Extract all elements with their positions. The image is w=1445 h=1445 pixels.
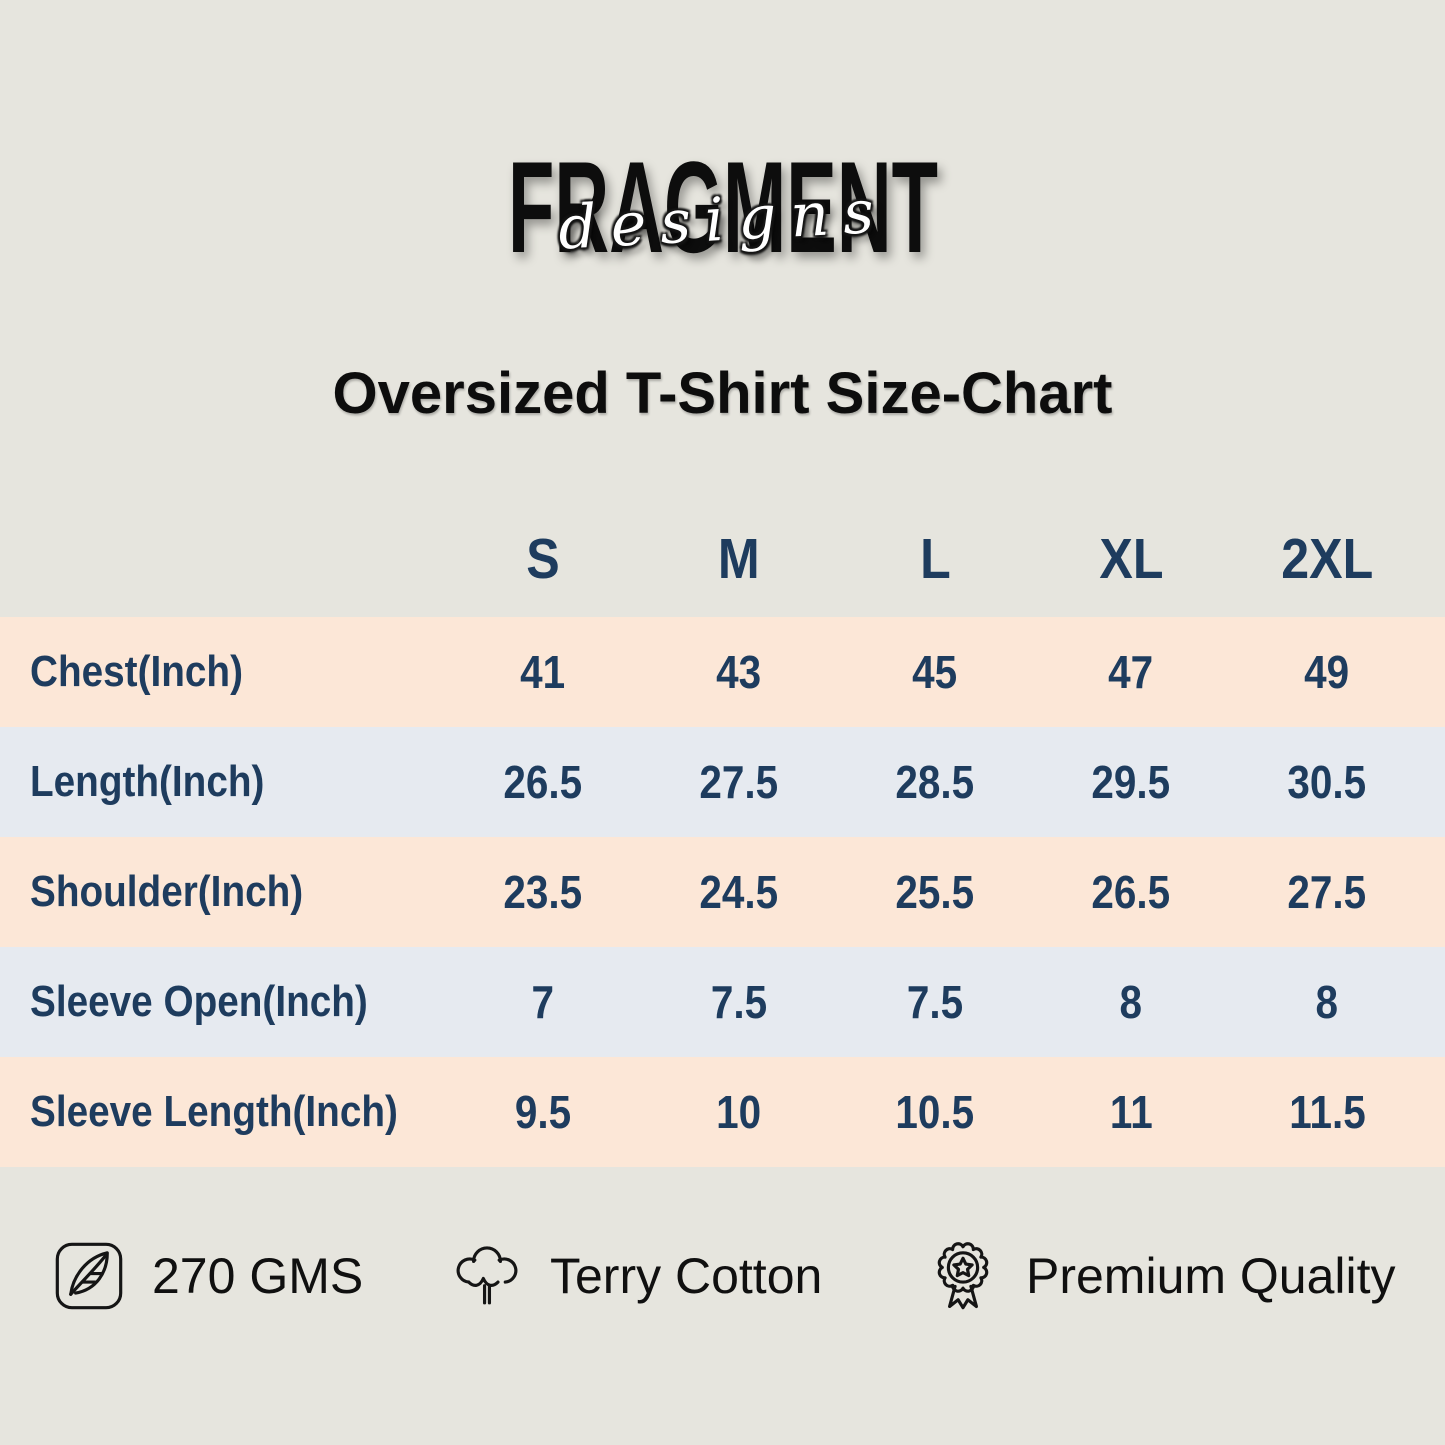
cell-value: 27.5 — [1287, 866, 1367, 918]
column-header-xl: XL — [1098, 526, 1164, 591]
feature-weight: 270 GMS — [50, 1233, 363, 1319]
table-row-shoulder: Shoulder(Inch) 23.5 24.5 25.5 26.5 27.5 — [0, 837, 1445, 947]
cell-value: 8 — [1315, 976, 1339, 1028]
brand-name-text: FRAGMENT — [508, 138, 938, 268]
cell-value: 10 — [716, 1086, 762, 1138]
cell-value: 49 — [1304, 646, 1350, 698]
feature-quality: Premium Quality — [924, 1233, 1396, 1319]
cell-value: 10.5 — [895, 1086, 975, 1138]
cell-value: 25.5 — [895, 866, 975, 918]
cell-value: 9.5 — [514, 1086, 572, 1138]
cell-value: 29.5 — [1091, 756, 1171, 808]
cell-value: 45 — [912, 646, 958, 698]
cell-value: 7.5 — [710, 976, 768, 1028]
cell-value: 7 — [531, 976, 555, 1028]
feature-material-label: Terry Cotton — [550, 1248, 823, 1304]
size-table: S M L XL 2XL Chest(Inch) 41 43 45 47 49 … — [0, 500, 1445, 1167]
row-label: Sleeve Open(Inch) — [30, 977, 368, 1026]
cell-value: 41 — [520, 646, 566, 698]
column-header-l: L — [919, 526, 951, 591]
cell-value: 23.5 — [503, 866, 583, 918]
feature-material: Terry Cotton — [448, 1233, 822, 1319]
column-header-2xl: 2XL — [1280, 526, 1373, 591]
row-label: Shoulder(Inch) — [30, 867, 304, 916]
brand-wordmark: FRAGMENT — [508, 138, 938, 268]
cell-value: 7.5 — [906, 976, 964, 1028]
cell-value: 27.5 — [699, 756, 779, 808]
column-header-s: S — [526, 526, 560, 591]
cotton-icon — [448, 1237, 526, 1315]
award-icon — [924, 1237, 1002, 1315]
table-row-length: Length(Inch) 26.5 27.5 28.5 29.5 30.5 — [0, 727, 1445, 837]
cell-value: 24.5 — [699, 866, 779, 918]
brand-subtitle-script: designs — [556, 176, 889, 264]
feature-quality-label: Premium Quality — [1026, 1248, 1396, 1304]
cell-value: 8 — [1119, 976, 1143, 1028]
table-row-sleeve-open: Sleeve Open(Inch) 7 7.5 7.5 8 8 — [0, 947, 1445, 1057]
table-header-row: S M L XL 2XL — [0, 500, 1445, 617]
cell-value: 26.5 — [503, 756, 583, 808]
table-row-chest: Chest(Inch) 41 43 45 47 49 — [0, 617, 1445, 727]
cell-value: 47 — [1108, 646, 1154, 698]
column-header-m: M — [718, 526, 760, 591]
brand-logo: FRAGMENT designs — [0, 138, 1445, 268]
row-label: Length(Inch) — [30, 757, 265, 806]
page-title: Oversized T-Shirt Size-Chart — [332, 361, 1113, 426]
cell-value: 43 — [716, 646, 762, 698]
cell-value: 28.5 — [895, 756, 975, 808]
row-label: Sleeve Length(Inch) — [30, 1087, 398, 1136]
table-row-sleeve-length: Sleeve Length(Inch) 9.5 10 10.5 11 11.5 — [0, 1057, 1445, 1167]
cell-value: 26.5 — [1091, 866, 1171, 918]
feather-icon — [50, 1237, 128, 1315]
cell-value: 11.5 — [1288, 1086, 1366, 1138]
cell-value: 11 — [1109, 1086, 1153, 1138]
cell-value: 30.5 — [1287, 756, 1367, 808]
feature-weight-label: 270 GMS — [152, 1248, 364, 1304]
row-label: Chest(Inch) — [30, 647, 243, 696]
